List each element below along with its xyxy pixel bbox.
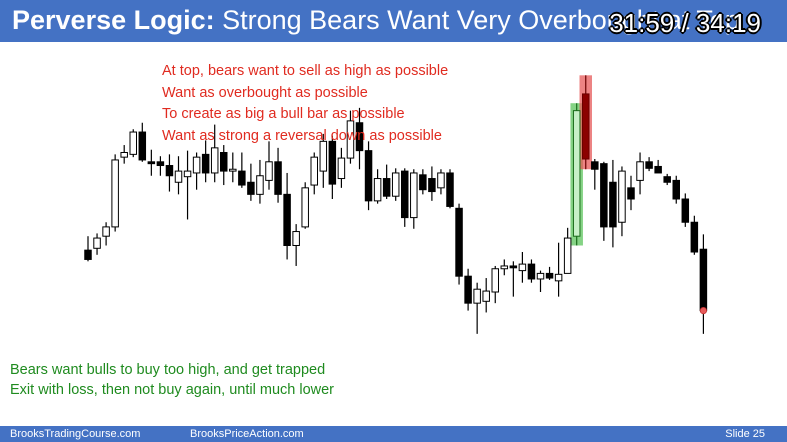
candle-body-32 xyxy=(373,178,382,202)
candle-body-51 xyxy=(545,272,554,279)
candle-body-29 xyxy=(346,120,355,159)
candle-body-65 xyxy=(672,179,680,200)
candle-body-3 xyxy=(111,159,119,228)
footer-slide-number: Slide 25 xyxy=(725,428,765,440)
slide-title-rest: Strong Bears Want Very Overbought at Top xyxy=(214,5,740,35)
video-timer: 31:59 / 34:19 xyxy=(609,8,761,38)
candle-body-8 xyxy=(156,161,165,167)
candle-body-10 xyxy=(174,170,183,183)
trap-note-line-2: Exit with loss, then not buy again, unti… xyxy=(10,382,334,398)
candle-body-9 xyxy=(165,165,174,177)
candle-body-55 xyxy=(582,93,590,160)
candle-body-39 xyxy=(437,172,445,189)
title-bar: Perverse Logic: Strong Bears Want Very O… xyxy=(0,0,787,42)
candle-body-63 xyxy=(654,165,662,174)
candle-body-45 xyxy=(491,268,499,293)
candle-body-57 xyxy=(600,163,608,228)
bear-note-line-3: To create as big a bull bar as possible xyxy=(162,106,405,122)
candle-body-19 xyxy=(256,175,264,195)
footer-bar: BrooksTradingCourse.com BrooksPriceActio… xyxy=(0,426,787,442)
candle-body-35 xyxy=(401,170,409,219)
trapped-bulls-notes: Bears want bulls to buy too high, and ge… xyxy=(10,360,334,400)
candle-body-66 xyxy=(681,198,690,223)
candle-body-41 xyxy=(455,207,463,277)
candle-body-6 xyxy=(138,131,147,161)
candle-body-11 xyxy=(183,170,192,178)
candle-body-47 xyxy=(509,265,518,269)
candle-body-64 xyxy=(663,176,671,183)
candle-body-34 xyxy=(391,172,400,197)
bear-note-line-4: Want as strong a reversal down as possib… xyxy=(162,127,442,144)
footer-site-trading-course: BrooksTradingCourse.com xyxy=(10,428,141,440)
candle-body-46 xyxy=(500,265,509,270)
candle-body-0 xyxy=(84,249,92,260)
candle-body-60 xyxy=(627,187,635,200)
candle-body-42 xyxy=(464,275,472,304)
candle-body-44 xyxy=(482,290,490,302)
candle-body-7 xyxy=(147,161,156,165)
candle-body-40 xyxy=(446,172,454,207)
candle-body-4 xyxy=(120,152,128,158)
trap-note-line-1: Bears want bulls to buy too high, and ge… xyxy=(10,362,326,378)
candle-body-33 xyxy=(382,178,391,197)
candle-body-21 xyxy=(274,161,282,195)
candle-body-22 xyxy=(283,193,291,247)
candle-body-26 xyxy=(319,140,328,172)
candle-body-31 xyxy=(364,150,373,202)
candle-body-12 xyxy=(192,156,201,174)
slide-title: Perverse Logic: Strong Bears Want Very O… xyxy=(12,4,740,36)
candle-body-24 xyxy=(301,187,309,228)
candle-body-1 xyxy=(93,237,101,249)
candle-body-15 xyxy=(220,152,228,172)
candle-body-28 xyxy=(337,157,346,180)
candle-body-16 xyxy=(229,168,237,172)
candle-body-50 xyxy=(536,272,545,280)
candle-body-14 xyxy=(210,147,219,174)
candle-body-2 xyxy=(102,226,110,237)
candle-body-25 xyxy=(310,156,318,186)
footer-site-price-action: BrooksPriceAction.com xyxy=(190,428,304,440)
bear-note-line-1: At top, bears want to sell as high as po… xyxy=(162,63,449,79)
candle-body-54 xyxy=(572,110,581,237)
candle-body-23 xyxy=(292,231,300,247)
candle-body-59 xyxy=(618,170,626,223)
candle-body-27 xyxy=(328,140,337,185)
candle-body-20 xyxy=(265,161,273,181)
candle-body-18 xyxy=(247,181,255,195)
candle-body-68 xyxy=(699,248,708,312)
candle-body-56 xyxy=(591,161,599,170)
candle-body-17 xyxy=(238,170,246,186)
candle-body-5 xyxy=(129,131,137,155)
candle-body-30 xyxy=(355,122,364,152)
bear-note-line-2: Want as overbought as possible xyxy=(162,84,368,101)
candle-body-37 xyxy=(419,174,427,191)
candle-body-38 xyxy=(428,178,436,193)
bear-notes: At top, bears want to sell as high as po… xyxy=(162,61,448,147)
candle-body-58 xyxy=(609,181,617,228)
last-close-marker xyxy=(699,306,708,315)
candle-body-48 xyxy=(518,263,527,272)
candle-body-53 xyxy=(563,237,572,274)
candle-body-67 xyxy=(690,221,699,253)
candle-body-61 xyxy=(636,161,644,181)
candle-body-13 xyxy=(201,153,210,174)
slide-title-bold: Perverse Logic: xyxy=(12,5,215,35)
candle-body-62 xyxy=(645,161,653,169)
candle-body-49 xyxy=(527,263,536,280)
candle-body-43 xyxy=(473,288,481,304)
candle-body-36 xyxy=(410,172,418,219)
candle-body-52 xyxy=(554,273,563,282)
